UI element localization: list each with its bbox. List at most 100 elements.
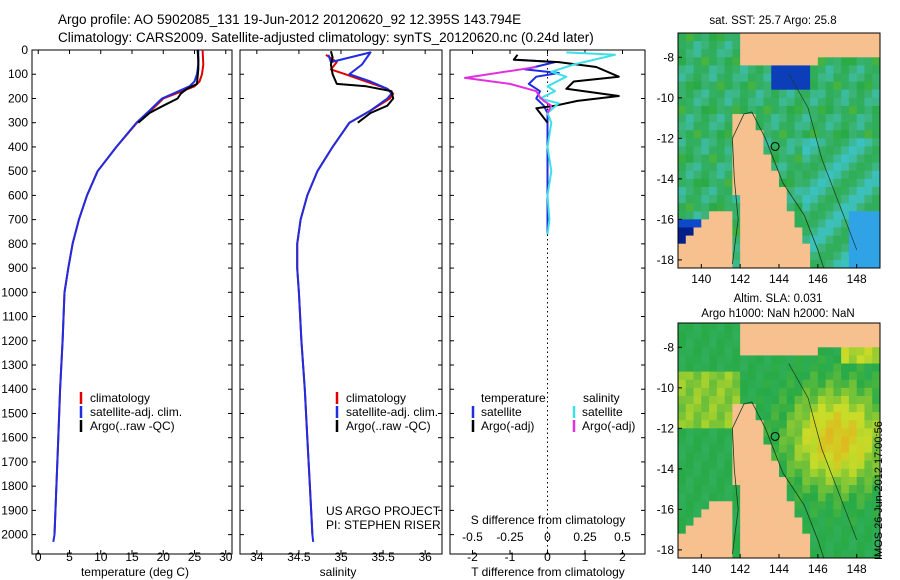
map-cell — [771, 57, 780, 66]
map-cell — [755, 235, 764, 245]
map-cell — [755, 203, 764, 212]
map-cell — [763, 195, 772, 204]
map-cell — [701, 355, 710, 364]
map-cell — [817, 41, 827, 50]
map-cell — [693, 347, 702, 356]
map-cell — [825, 339, 834, 348]
map-cell — [732, 130, 741, 139]
map-cell — [685, 81, 694, 91]
map-cell — [755, 57, 764, 66]
x-tick-label: 0 — [35, 550, 42, 564]
map-x-tick-label: 146 — [808, 562, 828, 576]
map-cell — [794, 81, 803, 91]
map-cell — [841, 170, 850, 180]
map-cell — [685, 444, 694, 454]
map-cell — [709, 170, 718, 180]
map-cell — [740, 162, 749, 172]
map-cell — [678, 533, 687, 543]
map-cell — [841, 509, 850, 518]
series-line-s-argo-adj- — [464, 66, 553, 114]
map-cell — [678, 428, 687, 437]
map-cell — [740, 485, 749, 494]
map-cell — [685, 509, 694, 518]
map-cell — [872, 541, 881, 551]
map-cell — [732, 105, 741, 115]
map-cell — [716, 97, 726, 107]
map-cell — [864, 387, 873, 397]
map-cell — [716, 541, 726, 551]
map-cell — [786, 460, 795, 470]
map-cell — [864, 41, 873, 50]
map-cell — [825, 89, 834, 99]
x-tick-label: 35 — [334, 550, 348, 564]
series-line-climatology — [53, 49, 205, 535]
map-cell — [693, 525, 702, 535]
map-cell — [817, 186, 827, 196]
map-cell — [856, 259, 865, 269]
map-cell — [841, 81, 850, 91]
map-cell — [833, 211, 842, 220]
map-cell — [841, 259, 850, 269]
map-cell — [856, 195, 865, 204]
map-cell — [872, 243, 881, 253]
map-cell — [685, 203, 694, 212]
map-cell — [802, 460, 811, 470]
map-cell — [786, 493, 795, 502]
map-cell — [817, 57, 827, 66]
map-cell — [848, 130, 858, 139]
map-cell — [716, 363, 726, 373]
map-cell — [678, 371, 687, 381]
map-cell — [817, 355, 827, 364]
map-cell — [817, 105, 827, 115]
map-cell — [794, 412, 803, 421]
map-cell — [817, 162, 827, 172]
y-tick-label: 1400 — [1, 382, 28, 396]
map-cell — [724, 227, 733, 236]
map-cell — [848, 501, 858, 510]
map-cell — [747, 81, 757, 91]
map-cell — [678, 476, 687, 486]
map-cell — [856, 485, 865, 494]
map-cell — [802, 97, 811, 107]
map-cell — [755, 541, 764, 551]
map-cell — [794, 371, 803, 381]
map-cell — [771, 541, 780, 551]
x-tick-label: -1 — [505, 550, 516, 564]
salinity-x-label: salinity — [320, 565, 357, 579]
map-cell — [856, 146, 865, 155]
map-cell — [740, 259, 749, 269]
map-cell — [701, 533, 710, 543]
map-cell — [810, 428, 819, 437]
map-cell — [747, 178, 757, 188]
map-cell — [848, 259, 858, 269]
map-cell — [802, 444, 811, 454]
map-cell — [740, 517, 749, 526]
map-cell — [794, 105, 803, 115]
map-cell — [810, 533, 819, 543]
map-cell — [709, 549, 718, 559]
map-cell — [724, 89, 733, 99]
map-cell — [771, 130, 780, 139]
map-cell — [709, 162, 718, 172]
map-cell — [794, 243, 803, 253]
map-cell — [833, 509, 842, 518]
map-cell — [817, 49, 827, 58]
map-cell — [825, 162, 834, 172]
map-cell — [740, 347, 749, 356]
map-cell — [678, 57, 687, 66]
map-cell — [848, 404, 858, 413]
map-cell — [872, 251, 881, 261]
map-cell — [779, 154, 788, 164]
map-cell — [771, 379, 780, 389]
map-cell — [802, 387, 811, 397]
map-cell — [763, 517, 772, 526]
map-cell — [872, 436, 881, 445]
map-cell — [732, 65, 741, 74]
map-cell — [833, 105, 842, 115]
map-cell — [685, 211, 694, 220]
map-cell — [771, 186, 780, 196]
map-cell — [716, 33, 726, 42]
map-cell — [747, 468, 757, 478]
map-cell — [693, 339, 702, 348]
map-cell — [709, 89, 718, 99]
